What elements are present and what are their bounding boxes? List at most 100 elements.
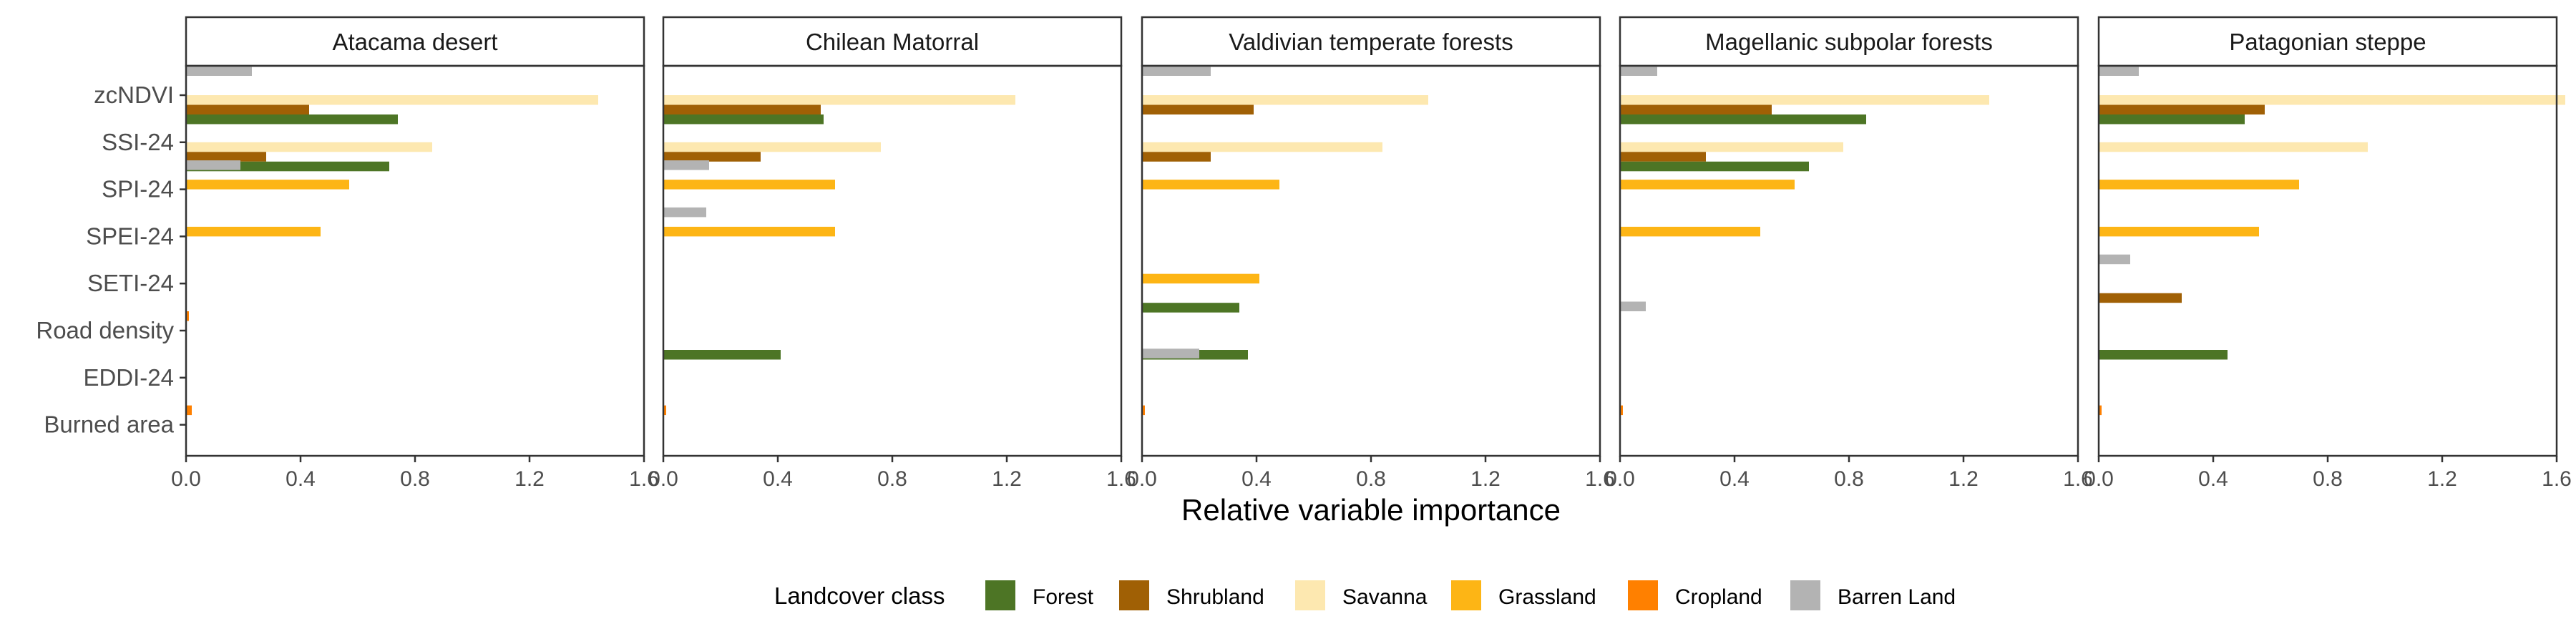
legend-title: Landcover class	[774, 582, 945, 609]
panel-border-patagonian-steppe	[2097, 64, 2558, 457]
y-tick-label-road-density: Road density	[36, 317, 174, 343]
bar-magellanic-subpolar-forests-zcndvi-savanna	[1620, 95, 1989, 105]
bar-chilean-matorral-zcndvi-shrubland	[663, 104, 821, 114]
bar-atacama-desert-burned-area-cropland	[186, 405, 192, 416]
bar-atacama-desert-zcndvi-barren-land	[186, 66, 252, 76]
x-tick-label: 0.0	[2084, 467, 2114, 491]
bar-magellanic-subpolar-forests-zcndvi-barren-land	[1620, 66, 1657, 76]
bar-patagonian-steppe-spi-24-grassland	[2099, 180, 2299, 190]
bar-chilean-matorral-burned-area-cropland	[663, 405, 666, 416]
bar-chilean-matorral-road-density-forest	[663, 350, 781, 360]
x-tick-label: 0.8	[1356, 467, 1386, 491]
x-axis-title: Relative variable importance	[1181, 493, 1561, 527]
bar-chilean-matorral-ssi-24-shrubland	[663, 152, 761, 162]
bar-atacama-desert-ssi-24-shrubland	[186, 152, 266, 162]
x-tick-label: 0.0	[1127, 467, 1157, 491]
x-tick-label: 1.2	[1470, 467, 1501, 491]
x-tick-label: 0.4	[2198, 467, 2228, 491]
bar-magellanic-subpolar-forests-zcndvi-forest	[1620, 114, 1866, 125]
y-tick-label-ssi-24: SSI-24	[102, 129, 174, 155]
bar-magellanic-subpolar-forests-ssi-24-savanna	[1620, 142, 1843, 152]
facet-title-magellanic-subpolar-forests: Magellanic subpolar forests	[1705, 29, 1993, 55]
legend-key-shrubland	[1119, 580, 1149, 610]
bar-patagonian-steppe-ssi-24-savanna	[2099, 142, 2368, 152]
x-tick-label: 0.8	[1834, 467, 1864, 491]
panel-border-magellanic-subpolar-forests	[1619, 64, 2079, 457]
bar-atacama-desert-spei-24-grassland	[186, 226, 321, 237]
bar-patagonian-steppe-zcndvi-barren-land	[2099, 66, 2139, 76]
x-tick-label: 0.0	[1605, 467, 1635, 491]
bar-patagonian-steppe-burned-area-cropland	[2099, 405, 2102, 416]
x-tick-label: 0.4	[763, 467, 793, 491]
bar-valdivian-temperate-forests-seti-24-grassland	[1142, 273, 1259, 284]
bar-magellanic-subpolar-forests-road-density-barren-land	[1620, 301, 1646, 311]
bar-chilean-matorral-spei-24-barren-land	[663, 207, 706, 218]
y-tick-label-seti-24: SETI-24	[87, 270, 174, 296]
bar-valdivian-temperate-forests-zcndvi-savanna	[1142, 95, 1428, 105]
y-tick-label-spei-24: SPEI-24	[86, 223, 174, 249]
x-tick-label: 1.2	[1948, 467, 1979, 491]
bar-patagonian-steppe-road-density-forest	[2099, 350, 2228, 360]
bar-valdivian-temperate-forests-seti-24-forest	[1142, 303, 1239, 313]
bar-magellanic-subpolar-forests-spei-24-grassland	[1620, 226, 1760, 237]
x-tick-label: 0.4	[286, 467, 316, 491]
x-tick-label: 0.0	[171, 467, 201, 491]
facet-title-chilean-matorral: Chilean Matorral	[806, 29, 979, 55]
legend-key-savanna	[1295, 580, 1325, 610]
legend-label-cropland: Cropland	[1675, 585, 1762, 609]
bar-chilean-matorral-spei-24-grassland	[663, 226, 835, 237]
x-tick-label: 1.6	[629, 467, 659, 491]
legend-label-shrubland: Shrubland	[1166, 585, 1264, 609]
bar-chilean-matorral-zcndvi-savanna	[663, 95, 1015, 105]
x-tick-label: 0.0	[648, 467, 678, 491]
bar-atacama-desert-ssi-24-savanna	[186, 142, 432, 152]
bar-magellanic-subpolar-forests-zcndvi-shrubland	[1620, 104, 1772, 114]
bar-atacama-desert-zcndvi-forest	[186, 114, 398, 125]
bar-atacama-desert-spi-24-barren-land	[186, 160, 240, 170]
legend-label-grassland: Grassland	[1498, 585, 1596, 609]
bar-chilean-matorral-spi-24-grassland	[663, 180, 835, 190]
x-tick-label: 0.4	[1719, 467, 1750, 491]
facet-strip-atacama-desert	[185, 16, 645, 67]
bar-magellanic-subpolar-forests-ssi-24-shrubland	[1620, 152, 1706, 162]
bar-atacama-desert-road-density-cropland	[186, 311, 189, 321]
bar-valdivian-temperate-forests-eddi-24-barren-land	[1142, 348, 1199, 358]
legend-key-forest	[985, 580, 1015, 610]
facet-title-atacama-desert: Atacama desert	[332, 29, 497, 55]
bar-chilean-matorral-zcndvi-forest	[663, 114, 824, 125]
y-tick-label-burned-area: Burned area	[44, 411, 174, 438]
legend-key-barren-land	[1790, 580, 1820, 610]
bar-patagonian-steppe-seti-24-shrubland	[2099, 293, 2182, 303]
y-tick-label-spi-24: SPI-24	[102, 176, 174, 203]
bar-valdivian-temperate-forests-zcndvi-shrubland	[1142, 104, 1254, 114]
y-tick-label-eddi-24: EDDI-24	[83, 364, 174, 391]
panel-border-atacama-desert	[185, 64, 645, 457]
x-tick-label: 1.6	[2063, 467, 2093, 491]
legend-label-savanna: Savanna	[1342, 585, 1428, 609]
x-tick-label: 1.6	[1585, 467, 1615, 491]
facet-title-patagonian-steppe: Patagonian steppe	[2229, 29, 2426, 55]
bar-atacama-desert-zcndvi-savanna	[186, 95, 598, 105]
bar-atacama-desert-spi-24-grassland	[186, 180, 349, 190]
bar-patagonian-steppe-zcndvi-savanna	[2099, 95, 2565, 105]
bar-patagonian-steppe-spei-24-grassland	[2099, 226, 2259, 237]
bar-patagonian-steppe-zcndvi-forest	[2099, 114, 2245, 125]
bar-chilean-matorral-spi-24-barren-land	[663, 160, 709, 170]
bar-magellanic-subpolar-forests-ssi-24-forest	[1620, 161, 1809, 172]
x-tick-label: 0.8	[400, 467, 430, 491]
bar-magellanic-subpolar-forests-spi-24-grassland	[1620, 180, 1795, 190]
x-tick-label: 0.8	[2313, 467, 2343, 491]
bar-valdivian-temperate-forests-ssi-24-shrubland	[1142, 152, 1211, 162]
panel-border-chilean-matorral	[662, 64, 1123, 457]
bar-valdivian-temperate-forests-ssi-24-savanna	[1142, 142, 1382, 152]
facet-strip-chilean-matorral	[662, 16, 1123, 67]
facet-strip-patagonian-steppe	[2097, 16, 2558, 67]
y-tick-label-zcndvi: zcNDVI	[94, 82, 174, 108]
facet-title-valdivian-temperate-forests: Valdivian temperate forests	[1229, 29, 1513, 55]
bar-valdivian-temperate-forests-burned-area-cropland	[1142, 405, 1145, 416]
bar-valdivian-temperate-forests-spi-24-grassland	[1142, 180, 1279, 190]
x-tick-label: 1.6	[2542, 467, 2572, 491]
legend-key-grassland	[1451, 580, 1481, 610]
x-tick-label: 0.4	[1241, 467, 1272, 491]
